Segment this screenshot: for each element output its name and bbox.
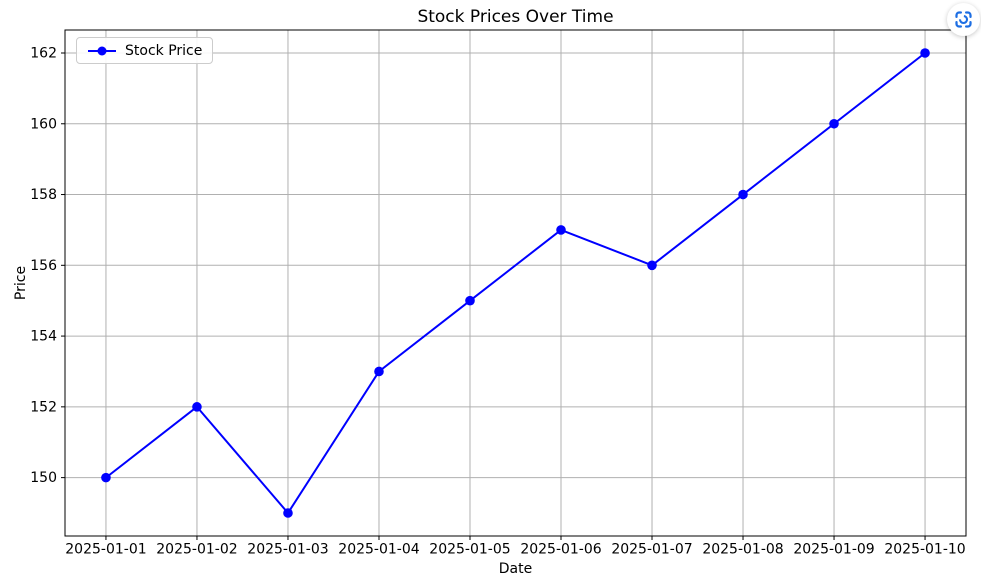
y-tick-label: 162 (30, 46, 57, 62)
x-tick-label: 2025-01-06 (520, 542, 601, 558)
x-tick-label: 2025-01-01 (65, 542, 146, 558)
y-tick-label: 158 (30, 187, 57, 203)
screenshot-tool-button[interactable] (947, 3, 980, 36)
y-tick-label: 154 (30, 329, 57, 345)
x-tick-label: 2025-01-10 (884, 542, 965, 558)
x-tick-label: 2025-01-08 (702, 542, 783, 558)
stock-price-line (105, 52, 926, 514)
data-point-marker (101, 472, 111, 483)
x-tick-label: 2025-01-04 (338, 542, 419, 558)
chart-title: Stock Prices Over Time (417, 7, 614, 27)
y-tick-label: 152 (30, 399, 57, 415)
x-tick-label: 2025-01-03 (247, 542, 328, 558)
x-tick-label: 2025-01-07 (611, 542, 692, 558)
y-tick-label: 156 (30, 258, 57, 274)
data-point-marker (465, 295, 475, 306)
data-point-marker (374, 366, 384, 377)
data-point-marker (556, 225, 566, 235)
data-point-marker (829, 118, 839, 129)
y-tick-label: 160 (30, 116, 57, 132)
y-tick-label: 150 (30, 470, 57, 486)
legend: Stock Price (76, 37, 214, 64)
data-point-marker (283, 508, 293, 518)
x-axis-label: Date (498, 561, 533, 577)
data-point-marker (192, 402, 202, 412)
x-tick-label: 2025-01-09 (793, 542, 874, 558)
data-point-marker (647, 260, 657, 271)
x-tick-label: 2025-01-02 (156, 542, 237, 558)
legend-line-marker-swatch (88, 46, 116, 55)
y-axis-label: Price (13, 265, 29, 301)
x-tick-label: 2025-01-05 (429, 542, 510, 558)
screenshot-scan-icon (955, 11, 972, 28)
data-point-marker (920, 48, 930, 58)
plot-border (64, 29, 967, 537)
legend-label: Stock Price (125, 42, 203, 59)
data-point-marker (738, 189, 748, 200)
